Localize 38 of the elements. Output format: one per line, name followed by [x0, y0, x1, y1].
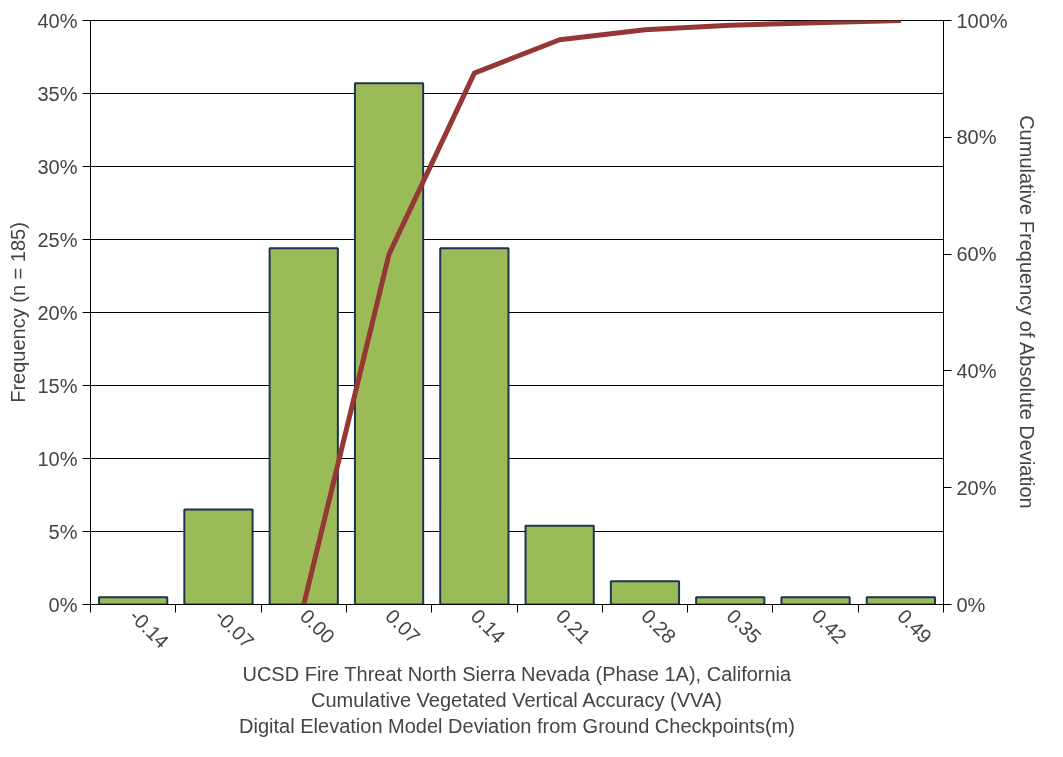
y2-axis-title: Cumulative Frequency of Absolute Deviation — [1015, 115, 1038, 509]
bar — [865, 596, 936, 605]
y2-tick-label: 80% — [956, 126, 997, 149]
bar — [780, 596, 851, 605]
x-tick-label: 0.42 — [807, 604, 851, 648]
y2-tick-label: 100% — [956, 9, 1008, 32]
bar — [268, 247, 339, 605]
bar — [183, 508, 254, 605]
y2-tick-label: 40% — [956, 359, 997, 382]
y-tick-label: 25% — [37, 228, 78, 251]
x-tick-label: 0.35 — [722, 604, 766, 648]
y-tick-label: 35% — [37, 82, 78, 105]
y2-tick-label: 60% — [956, 243, 997, 266]
y-tick-label: 10% — [37, 447, 78, 470]
y-axis-title: Frequency (n = 185) — [7, 222, 30, 403]
y-tick-label: 20% — [37, 301, 78, 324]
bar — [98, 596, 169, 605]
bar — [524, 524, 595, 605]
y2-tick-label: 20% — [956, 476, 997, 499]
x-tick-label: 0.07 — [381, 604, 425, 648]
x-tick-label: 0.14 — [466, 604, 510, 648]
x-tick-label: 0.49 — [893, 604, 937, 648]
y-tick-label: 30% — [37, 155, 78, 178]
x-tick-label: 0.00 — [295, 604, 340, 648]
bar — [439, 247, 510, 605]
y-tick-label: 40% — [37, 9, 78, 32]
x-tick-label: 0.21 — [551, 604, 595, 648]
x-tick-label: 0.28 — [637, 604, 681, 648]
bar — [695, 596, 766, 605]
x-tick-label: -0.07 — [210, 604, 259, 653]
bar — [609, 580, 681, 605]
y-tick-label: 0% — [48, 593, 78, 616]
y-tick-label: 15% — [37, 374, 78, 397]
y2-tick-label: 0% — [956, 593, 986, 616]
x-axis-title: UCSD Fire Threat North Sierra Nevada (Phase 1A), California Cumulative Vegetated Vertical Accuracy (VVA) Digital Elevation Model Deviation from Ground Checkpoints(m) — [239, 662, 795, 738]
bar — [353, 82, 425, 605]
x-tick-label: -0.14 — [125, 604, 174, 653]
y-tick-label: 5% — [48, 520, 78, 543]
